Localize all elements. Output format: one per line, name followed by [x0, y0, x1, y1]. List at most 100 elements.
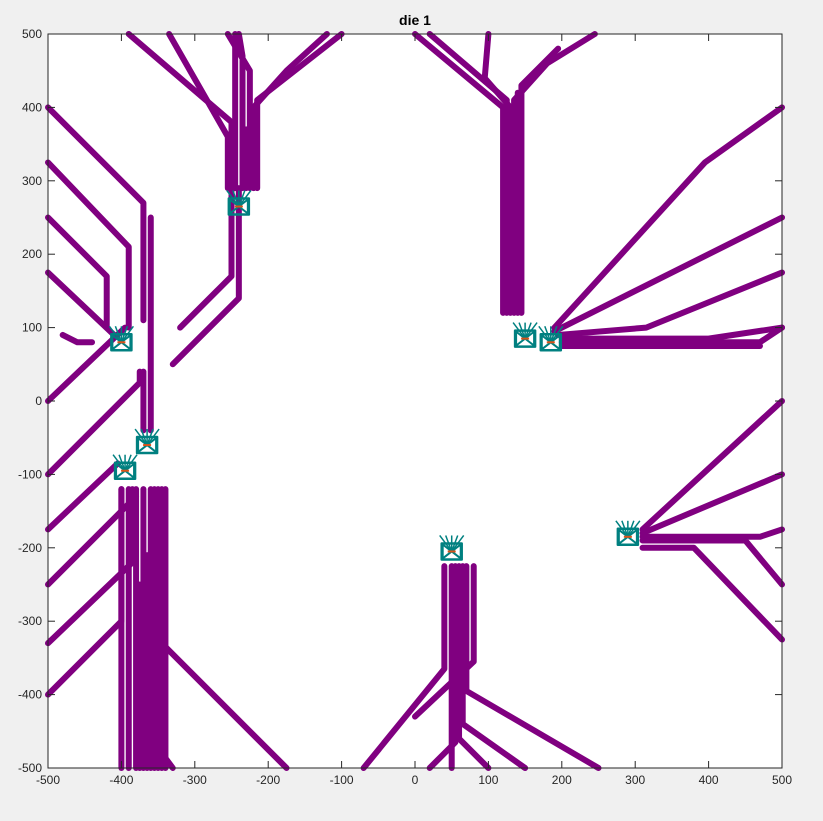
x-tick-label-1: -400 [109, 773, 133, 787]
pad-fan-2-3 [146, 428, 154, 446]
pad-fan-1-3 [120, 326, 129, 343]
trace-34 [125, 31, 235, 192]
pad-bowtie-3 [115, 462, 136, 479]
trace-50 [639, 526, 785, 540]
plot-area [45, 31, 785, 771]
trace-59 [412, 563, 477, 720]
x-tick-label-4: -100 [330, 773, 354, 787]
trace-42 [551, 104, 785, 331]
pad-fan-7-0 [439, 535, 453, 552]
x-tick-label-0: -500 [36, 773, 60, 787]
trace-21 [144, 728, 176, 771]
trace-15 [45, 214, 110, 331]
pad-fan-1-0 [108, 325, 123, 343]
y-tick-label-7: 200 [22, 247, 42, 261]
trace-38 [481, 31, 514, 316]
pad-fan-3-0 [112, 454, 126, 472]
pad-fan-2-0 [134, 428, 148, 446]
pad-fan-5-3 [550, 326, 558, 343]
pad-fan-2-4 [146, 428, 160, 446]
x-tick-label-3: -200 [256, 773, 280, 787]
trace-57 [459, 563, 529, 771]
x-tick-label-6: 100 [478, 773, 498, 787]
trace-25 [59, 331, 96, 346]
pad-2 [134, 428, 160, 455]
pad-fan-4-3 [524, 322, 532, 339]
trace-28 [169, 185, 242, 368]
pad-fan-6-4 [627, 520, 641, 538]
trace-10 [45, 493, 140, 588]
y-tick-label-2: -300 [18, 614, 42, 628]
pad-fan-6-1 [621, 520, 629, 538]
pad-fan-3-1 [118, 454, 126, 471]
y-tick-label-4: -100 [18, 467, 42, 481]
y-tick-label-3: -200 [18, 541, 42, 555]
pad-fan-1-1 [114, 326, 123, 343]
pad-fan-0-0 [226, 190, 240, 207]
trace-55 [426, 563, 459, 771]
trace-53 [360, 563, 448, 771]
trace-56 [456, 563, 492, 771]
trace-51 [639, 537, 785, 588]
pad-fan-5-1 [544, 326, 552, 343]
x-tick-label-8: 300 [625, 773, 645, 787]
x-tick-label-9: 400 [699, 773, 719, 787]
pad-fan-2-1 [140, 428, 148, 446]
trace-45 [558, 324, 785, 342]
trace-48 [639, 398, 785, 533]
chart-title: die 1 [399, 12, 431, 28]
pad-fan-0-4 [238, 190, 252, 207]
trace-33 [254, 31, 345, 192]
x-tick-label-2: -300 [183, 773, 207, 787]
pad-fan-0-3 [238, 190, 246, 207]
trace-12 [45, 368, 143, 478]
y-tick-label-0: -500 [18, 761, 42, 775]
trace-43 [551, 214, 785, 335]
trace-8 [45, 486, 125, 698]
pad-bowtie-7 [441, 543, 462, 560]
pad-fan-7-1 [444, 535, 453, 552]
pad-fan-6-0 [615, 520, 629, 538]
pad-bowtie-2 [137, 437, 158, 454]
y-tick-label-1: -400 [18, 688, 42, 702]
pad-bowtie-1 [111, 334, 132, 351]
pad-fan-7-4 [451, 535, 465, 552]
pad-5 [538, 325, 564, 352]
pad-6 [615, 520, 641, 547]
pad-bowtie-0 [228, 198, 249, 215]
trace-39 [511, 31, 598, 316]
pad-fan-6-3 [627, 520, 635, 538]
trace-14 [45, 269, 118, 338]
pad-fan-4-4 [524, 322, 538, 340]
pad-bowtie-4 [515, 330, 536, 347]
pad-fan-7-3 [450, 535, 459, 552]
axis-ticks: -500 -400 -300 -200 -100 0 100 200 300 400 500 -500… [18, 27, 792, 787]
trace-26 [177, 185, 235, 331]
y-tick-label-5: 0 [35, 394, 42, 408]
pad-fan-1-4 [120, 325, 134, 343]
trace-44 [555, 269, 785, 338]
trace-22 [151, 486, 290, 771]
pad-fan-0-1 [232, 190, 240, 207]
trace-46 [558, 324, 785, 346]
pad-fan-5-0 [538, 325, 552, 343]
trace-58 [463, 563, 602, 771]
trace-52 [639, 544, 785, 643]
trace-11 [45, 460, 121, 533]
pad-fan-4-1 [518, 322, 526, 339]
y-tick-label-10: 500 [22, 27, 42, 41]
trace-36 [412, 31, 507, 316]
trace-9 [45, 486, 136, 647]
pad-4 [512, 322, 538, 348]
pad-1 [108, 325, 134, 352]
pad-fan-3-3 [124, 454, 132, 471]
trace-17 [45, 104, 147, 324]
pad-fan-5-4 [550, 325, 564, 343]
y-tick-label-6: 100 [22, 321, 42, 335]
pad-bowtie-5 [540, 334, 561, 351]
x-tick-label-5: 0 [412, 773, 419, 787]
x-tick-label-7: 200 [552, 773, 572, 787]
axes-background [48, 34, 782, 768]
pad-7 [439, 535, 465, 561]
